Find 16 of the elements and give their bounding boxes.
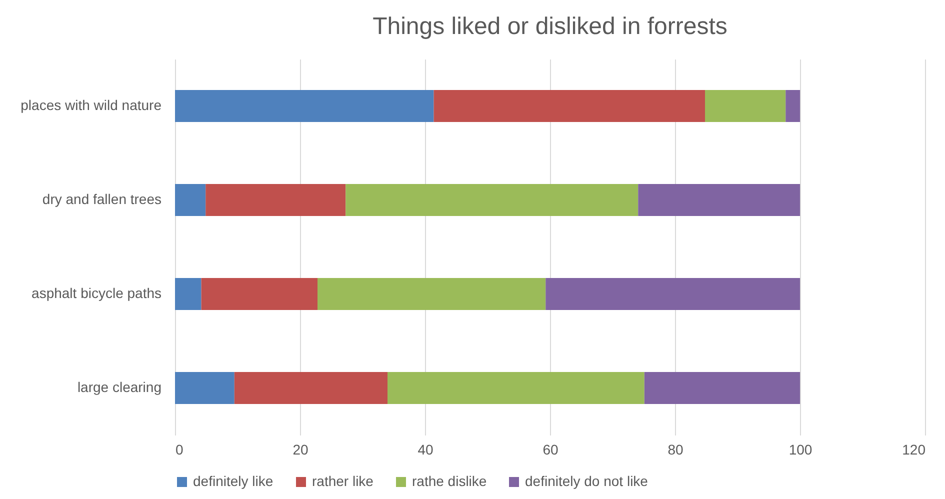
- y-tick-label: asphalt bicycle paths: [32, 285, 162, 301]
- x-tick-label: 0: [176, 442, 184, 458]
- x-tick-label: 40: [418, 442, 434, 458]
- legend-label: definitely like: [193, 473, 274, 489]
- legend-label: rathe dislike: [412, 473, 487, 489]
- x-tick-label: 60: [542, 442, 558, 458]
- x-tick-label: 100: [788, 442, 812, 458]
- legend-label: rather like: [312, 473, 374, 489]
- y-tick-label: dry and fallen trees: [42, 191, 162, 207]
- x-tick-label: 80: [668, 442, 684, 458]
- x-tick-label: 120: [902, 442, 926, 458]
- y-tick-label: places with wild nature: [20, 97, 162, 113]
- y-tick-label: large clearing: [77, 379, 162, 395]
- x-tick-label: 20: [292, 442, 308, 458]
- chart-title: Things liked or disliked in forrests: [372, 13, 728, 40]
- legend-label: definitely do not like: [525, 473, 648, 489]
